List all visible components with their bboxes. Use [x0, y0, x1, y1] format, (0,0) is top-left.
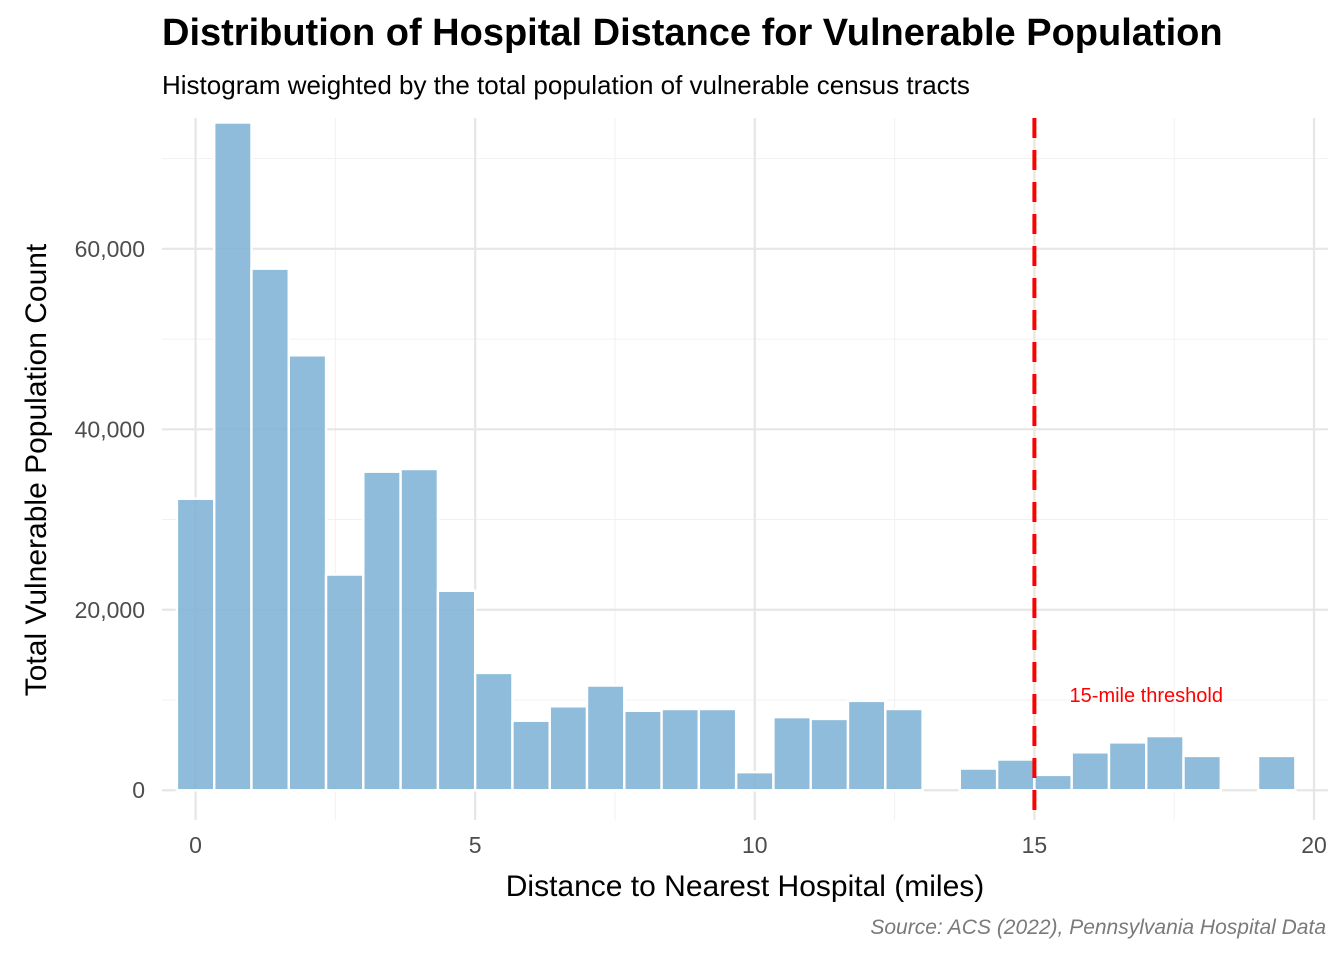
y-axis-title: Total Vulnerable Population Count	[20, 243, 53, 696]
histogram-bar	[1145, 734, 1185, 792]
histogram-bar	[809, 717, 850, 792]
histogram-bars	[175, 121, 1297, 792]
histogram-bar	[660, 707, 701, 792]
x-tick-label: 10	[742, 832, 768, 858]
histogram-bar	[884, 707, 924, 792]
histogram-bar	[995, 758, 1036, 792]
chart-caption: Source: ACS (2022), Pennsylvania Hospita…	[870, 916, 1326, 939]
histogram-bar	[436, 589, 477, 792]
y-tick-label: 0	[132, 777, 145, 803]
histogram-bar	[399, 467, 440, 792]
histogram-bar	[1107, 741, 1148, 792]
y-axis-ticks: 0 20,000 40,000 60,000	[75, 236, 145, 803]
histogram-bar	[623, 709, 663, 792]
histogram-bar	[697, 707, 738, 792]
histogram-bar	[1070, 751, 1111, 792]
threshold-layer: 15-mile threshold	[1032, 118, 1223, 820]
histogram-bar	[213, 121, 253, 792]
threshold-label: 15-mile threshold	[1070, 685, 1223, 707]
histogram-bar	[772, 715, 812, 792]
histogram-bar	[1256, 754, 1297, 792]
histogram-bar	[846, 699, 887, 792]
histogram-bar	[175, 497, 216, 792]
histogram-bar	[324, 573, 365, 792]
x-axis-title: Distance to Nearest Hospital (miles)	[506, 870, 985, 903]
histogram-bar	[548, 705, 589, 792]
histogram-bar	[734, 770, 775, 792]
histogram-bar	[362, 470, 402, 792]
x-tick-label: 5	[469, 832, 482, 858]
chart-subtitle: Histogram weighted by the total populati…	[162, 70, 970, 100]
histogram-bar	[585, 684, 626, 792]
histogram-bar	[1033, 773, 1073, 792]
x-tick-label: 15	[1022, 832, 1048, 858]
chart-title: Distribution of Hospital Distance for Vu…	[162, 12, 1223, 54]
histogram-bar	[250, 267, 290, 792]
y-tick-label: 40,000	[75, 416, 145, 442]
x-tick-label: 20	[1301, 832, 1327, 858]
histogram-bar	[511, 719, 551, 792]
histogram-bar	[473, 671, 514, 792]
x-axis-ticks: 0 5 10 15 20	[189, 832, 1327, 858]
y-tick-label: 60,000	[75, 236, 145, 262]
y-tick-label: 20,000	[75, 597, 145, 623]
x-tick-label: 0	[189, 832, 202, 858]
histogram-bar	[287, 354, 328, 792]
histogram-bar	[1182, 754, 1223, 792]
histogram-bar	[958, 767, 999, 792]
